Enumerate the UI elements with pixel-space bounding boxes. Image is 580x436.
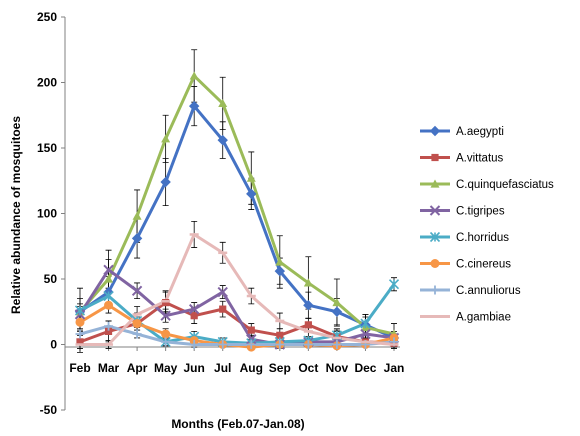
- data-point: [161, 329, 171, 339]
- data-point: [217, 134, 228, 146]
- x-tick-label: Mar: [98, 361, 120, 375]
- data-point: [274, 265, 286, 277]
- data-point: [429, 125, 441, 137]
- legend-label: C.horridus: [456, 232, 509, 244]
- data-point: [104, 327, 113, 335]
- legend-label: C.annuliorus: [456, 285, 521, 297]
- x-axis-title: Months (Feb.07-Jan.08): [171, 417, 304, 431]
- series-line-a-gambiae: [80, 232, 395, 346]
- data-point: [104, 274, 114, 283]
- data-point: [104, 321, 114, 331]
- series-line-a-aegypti: [79, 104, 395, 340]
- data-point: [429, 205, 441, 216]
- data-point: [218, 340, 228, 349]
- legend-label: C.tigripes: [456, 206, 505, 218]
- data-point: [219, 305, 227, 313]
- y-tick-label: 250: [37, 10, 57, 24]
- x-tick-label: Jan: [384, 361, 405, 375]
- data-point: [388, 279, 400, 290]
- x-tick-label: Dec: [354, 361, 376, 375]
- data-point: [161, 337, 171, 347]
- data-point: [276, 331, 284, 339]
- data-point: [332, 298, 342, 307]
- data-point: [104, 300, 114, 310]
- x-tick-label: Jun: [184, 361, 205, 375]
- x-tick-label: Nov: [326, 361, 349, 375]
- data-point: [131, 285, 143, 296]
- data-point: [332, 340, 342, 349]
- y-tick-label: 0: [50, 338, 57, 352]
- data-point: [76, 338, 84, 346]
- data-point: [189, 340, 199, 349]
- data-point: [430, 285, 440, 295]
- data-point: [360, 318, 371, 329]
- data-point: [188, 100, 200, 112]
- data-point: [103, 264, 114, 276]
- data-point: [190, 312, 198, 320]
- y-tick-label: 100: [37, 207, 57, 221]
- data-point: [161, 134, 171, 143]
- data-point: [246, 188, 257, 200]
- data-point: [162, 298, 170, 307]
- data-point: [360, 328, 371, 340]
- x-tick-label: Feb: [69, 361, 90, 375]
- data-point: [75, 317, 85, 327]
- data-point: [160, 310, 171, 321]
- legend-label: A.aegypti: [456, 126, 504, 138]
- data-point: [275, 257, 285, 266]
- data-point: [429, 231, 441, 243]
- data-point: [74, 305, 86, 316]
- data-point: [303, 278, 313, 287]
- error-bars: [77, 49, 397, 353]
- data-point: [132, 211, 142, 220]
- y-axis-title: Relative abundance of mosquitoes: [9, 116, 23, 314]
- x-tick-label: Jul: [214, 361, 231, 375]
- data-point: [160, 176, 171, 188]
- series-line-c-annuliorus: [79, 324, 395, 346]
- data-point: [430, 179, 440, 188]
- y-tick-label: -50: [40, 403, 58, 417]
- data-point: [188, 303, 200, 315]
- data-point: [275, 340, 285, 349]
- data-point: [331, 306, 343, 317]
- data-point: [132, 329, 142, 339]
- data-point: [430, 259, 440, 268]
- legend-label: C.cinereus: [456, 259, 511, 271]
- y-tick-label: 200: [37, 76, 57, 90]
- legend-label: A.gambiae: [456, 312, 511, 324]
- axes: -50 0 50 100 150 200 250 Feb Mar Apr May Jun Jul Aug S…: [37, 10, 404, 417]
- data-point: [246, 173, 256, 182]
- x-tick-label: Apr: [127, 361, 148, 375]
- y-tick-label: 150: [37, 141, 57, 155]
- data-point: [132, 319, 142, 329]
- data-point: [247, 326, 255, 334]
- x-tick-label: Sep: [269, 361, 291, 375]
- series-line-c-quinquefasciatus: [78, 74, 395, 336]
- data-point: [217, 286, 228, 298]
- data-point: [303, 340, 313, 349]
- legend-label: A.vittatus: [456, 153, 504, 165]
- x-tick-label: May: [154, 361, 178, 375]
- data-point: [303, 299, 314, 311]
- data-point: [218, 98, 228, 108]
- series-line-c-tigripes: [78, 268, 395, 346]
- series-markers: [74, 71, 400, 352]
- y-tick-label: 50: [44, 272, 58, 286]
- data-point: [131, 233, 143, 244]
- data-point: [304, 321, 312, 329]
- data-point: [103, 290, 114, 302]
- legend: A.aegypti A.vittatus C.quinquefasciatus C.t…: [420, 125, 554, 324]
- data-point: [75, 329, 85, 339]
- series-lines: [78, 74, 396, 349]
- data-point: [246, 340, 256, 349]
- x-tick-label: Oct: [298, 361, 318, 375]
- data-point: [189, 71, 199, 80]
- data-point: [431, 153, 439, 162]
- x-tick-label: Aug: [240, 361, 263, 375]
- legend-label: C.quinquefasciatus: [456, 179, 554, 191]
